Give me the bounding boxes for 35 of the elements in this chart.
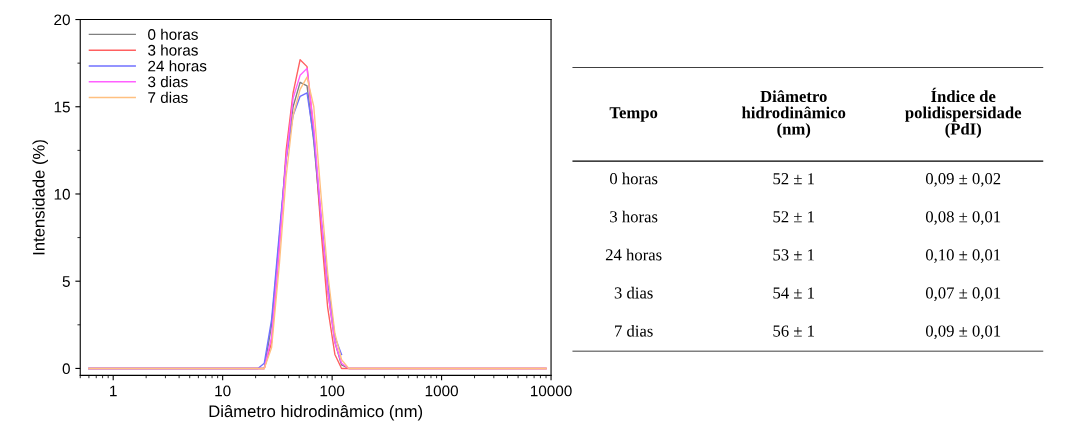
text: 24 horas: [605, 248, 662, 261]
text: 0,08 ± 0,01: [925, 211, 1001, 225]
legend-label: 3 dias: [148, 76, 188, 88]
legend-label: 7 dias: [148, 91, 188, 103]
x-tick-label: 100: [320, 385, 345, 397]
y-tick-label: 10: [54, 188, 70, 200]
text: 0,09 ± 0,01: [925, 325, 1001, 340]
text: 52 ± 1: [773, 211, 814, 223]
x-tick-label: 1000: [425, 385, 458, 397]
y-tick-label: 0: [62, 363, 70, 375]
y-tick-label: 5: [62, 276, 70, 287]
text: 7 dias: [615, 324, 653, 337]
legend-label: 0 horas: [148, 28, 198, 40]
x-tick-label: 10: [215, 385, 231, 397]
legend-label: 3 horas: [148, 44, 198, 56]
y-tick-label: 20: [54, 14, 70, 26]
text: 52 ± 1: [773, 173, 814, 185]
text: 56 ± 1: [773, 325, 814, 337]
text: 3 dias: [614, 286, 653, 299]
text: Diâmetro hidrodinâmico (nm): [741, 90, 846, 138]
text: Índice de polidispersidade (PdI): [905, 87, 1022, 138]
text: 0,07 ± 0,01: [925, 287, 1001, 301]
legend-label: 24 horas: [148, 60, 207, 72]
text: 0 horas: [609, 172, 658, 185]
text: 53 ± 1: [773, 249, 814, 261]
x-axis-title: Diâmetro hidrodinâmico (nm): [209, 404, 423, 421]
text: 0,10 ± 0,01: [925, 249, 1001, 263]
x-tick-label: 1: [110, 385, 117, 397]
x-tick-label: 10000: [530, 385, 572, 397]
text: Tempo: [609, 107, 658, 122]
text: 0,09 ± 0,02: [925, 173, 1001, 187]
y-tick-label: 15: [54, 101, 70, 113]
y-axis-title: Intensidade (%): [32, 140, 48, 255]
text: 54 ± 1: [773, 287, 814, 299]
text: 3 horas: [610, 210, 658, 223]
